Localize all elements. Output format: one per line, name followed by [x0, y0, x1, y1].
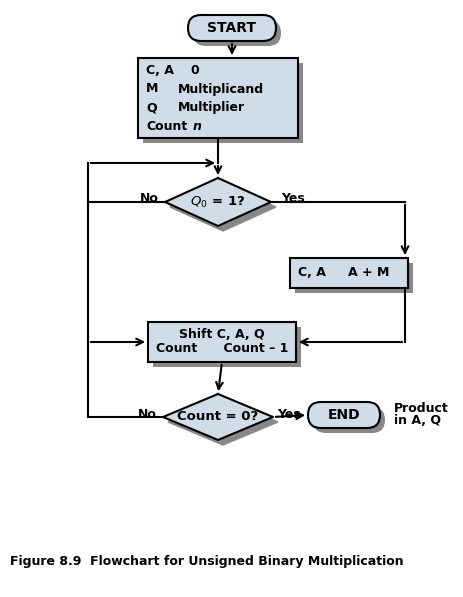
Polygon shape	[165, 178, 270, 226]
Bar	[143, 63, 302, 143]
Bar	[289, 258, 407, 288]
FancyBboxPatch shape	[193, 20, 281, 46]
Text: Yes: Yes	[281, 192, 304, 205]
Text: END: END	[327, 408, 360, 422]
FancyBboxPatch shape	[188, 15, 275, 41]
Text: Product: Product	[393, 402, 448, 416]
Text: M: M	[146, 82, 158, 96]
Text: No: No	[137, 408, 156, 420]
Bar	[138, 58, 297, 138]
Polygon shape	[163, 394, 272, 440]
Text: C, A: C, A	[297, 266, 325, 279]
Polygon shape	[168, 399, 277, 445]
Bar	[294, 263, 412, 293]
Text: Count      Count – 1: Count Count – 1	[156, 343, 288, 355]
Text: Count = 0?: Count = 0?	[177, 411, 258, 423]
Text: Multiplicand: Multiplicand	[178, 82, 263, 96]
Text: No: No	[139, 192, 158, 205]
Text: C, A: C, A	[146, 63, 174, 76]
Text: Count: Count	[146, 121, 187, 134]
Text: Multiplier: Multiplier	[178, 101, 244, 115]
Bar	[153, 327, 300, 367]
Text: Figure 8.9  Flowchart for Unsigned Binary Multiplication: Figure 8.9 Flowchart for Unsigned Binary…	[10, 555, 403, 568]
FancyBboxPatch shape	[313, 407, 384, 433]
Text: n: n	[193, 121, 201, 134]
Text: in A, Q: in A, Q	[393, 414, 440, 427]
Text: A + M: A + M	[347, 266, 388, 279]
Text: Yes: Yes	[276, 408, 300, 420]
FancyBboxPatch shape	[307, 402, 379, 428]
Text: $Q_0$ = 1?: $Q_0$ = 1?	[190, 195, 245, 210]
Bar	[148, 322, 295, 362]
Text: START: START	[207, 21, 256, 35]
Text: 0: 0	[189, 63, 198, 76]
Polygon shape	[169, 183, 275, 231]
Text: Shift C, A, Q: Shift C, A, Q	[179, 328, 264, 341]
Text: Q: Q	[146, 101, 156, 115]
